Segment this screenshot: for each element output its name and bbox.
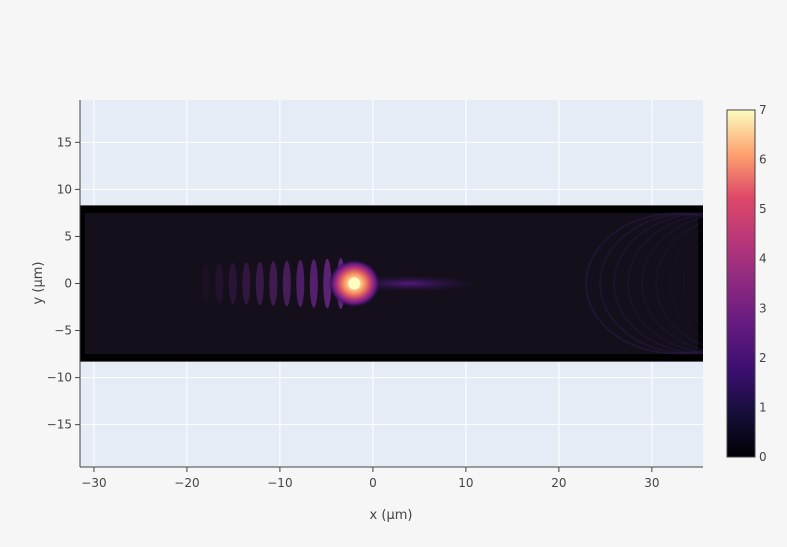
- wave-arc: [654, 220, 703, 347]
- fringe-band: [242, 262, 251, 305]
- heatmap-field: [80, 205, 703, 362]
- fringe-band: [282, 260, 291, 307]
- wave-arc: [585, 212, 703, 355]
- colorbar-tick-label: 0: [759, 450, 767, 464]
- hotspot-core: [348, 277, 361, 290]
- x-tick-label: −30: [81, 476, 106, 490]
- fringe-band: [228, 262, 237, 305]
- wave-arc: [599, 212, 703, 355]
- x-axis-title: x (µm): [370, 508, 413, 523]
- wave-arc: [612, 212, 703, 355]
- wave-arc: [682, 238, 703, 329]
- x-tick-label: 0: [369, 476, 377, 490]
- fringe-band: [323, 258, 332, 309]
- y-tick-label: 0: [64, 277, 72, 291]
- y-tick-label: −5: [54, 324, 72, 338]
- colorbar-gradient: [726, 109, 756, 458]
- colorbar-tick-label: 7: [759, 103, 767, 117]
- y-axis-title: y (µm): [31, 262, 46, 305]
- y-tick-label: −15: [47, 418, 72, 432]
- colorbar-tick-label: 6: [759, 153, 767, 167]
- tick-labels: −30 −20 −10 0 10 20 30 15 10 5 0 −5 −10 −15: [47, 135, 660, 490]
- fringe-band: [296, 259, 305, 308]
- x-tick-label: −20: [174, 476, 199, 490]
- fringe-band: [201, 264, 210, 303]
- colorbar-tick-label: 1: [759, 400, 767, 414]
- y-tick-label: 15: [57, 135, 72, 149]
- fringe-band: [269, 261, 278, 306]
- y-tick-label: −10: [47, 371, 72, 385]
- x-tick-label: 10: [458, 476, 473, 490]
- colorbar-ticks: 0 1 2 3 4 5 6 7: [759, 103, 767, 464]
- wave-arc: [626, 213, 703, 354]
- colorbar-tick-label: 4: [759, 252, 767, 266]
- y-tick-label: 10: [57, 182, 72, 196]
- x-tick-label: −10: [267, 476, 292, 490]
- fringe-band: [215, 263, 224, 304]
- wave-arc: [640, 216, 703, 351]
- x-tick-label: 20: [551, 476, 566, 490]
- fringe-band: [255, 261, 264, 306]
- fringe-band: [309, 259, 318, 308]
- colorbar: 0 1 2 3 4 5 6 7: [726, 103, 767, 464]
- wave-arc: [668, 228, 703, 339]
- colorbar-tick-label: 2: [759, 351, 767, 365]
- colorbar-tick-label: 5: [759, 202, 767, 216]
- y-tick-label: 5: [64, 229, 72, 243]
- fringe-band: [188, 265, 196, 303]
- x-tick-label: 30: [644, 476, 659, 490]
- colorbar-tick-label: 3: [759, 301, 767, 315]
